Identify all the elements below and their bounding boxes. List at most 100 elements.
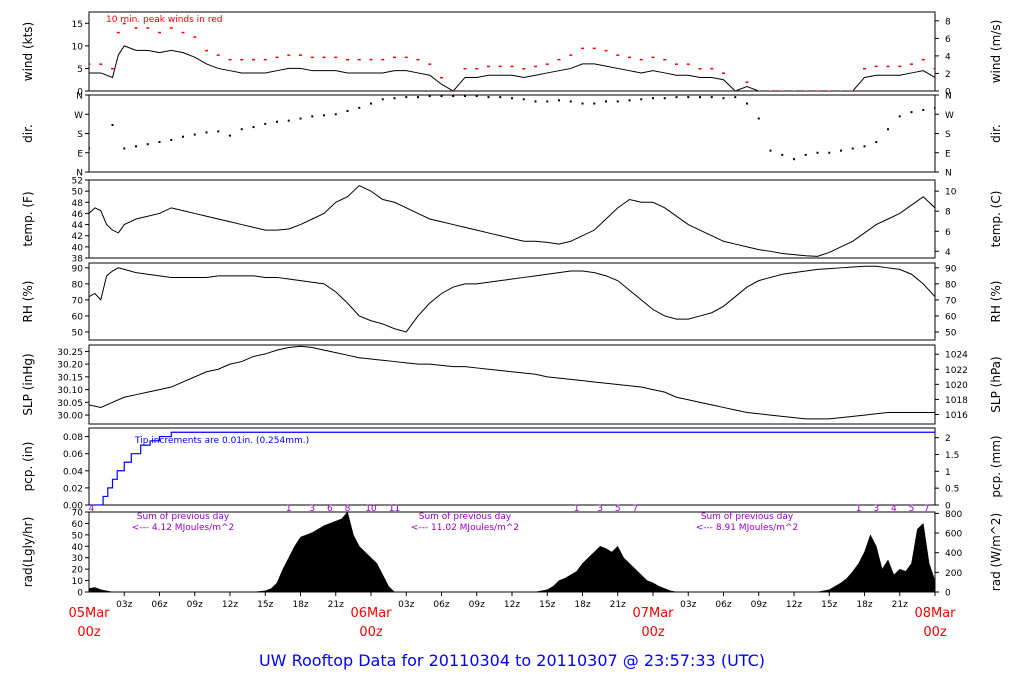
time-tick-label: 15z [257,600,273,610]
wind-peak-mark [522,67,526,70]
wind-peak-mark [487,65,490,68]
right-tick-label-temp: 10 [945,188,957,198]
wind-peak-mark [475,67,479,70]
time-tick-label: 21z [328,600,344,610]
wind-peak-mark [158,31,161,34]
date-label-hour: 00z [923,625,947,640]
wind-peak-mark [933,67,935,70]
dir-point [628,99,631,102]
dir-point [934,106,935,109]
left-tick-label-rad: 60 [72,520,84,530]
dir-point [816,151,819,154]
panel-frame-dir [88,94,936,173]
dir-point [863,145,866,148]
wind-peak-mark [792,90,796,91]
dir-point [734,96,737,99]
date-label-hour: 00z [77,625,101,640]
dir-point [699,96,701,99]
left-tick-label-temp: 48 [72,199,84,209]
right-tick-label-slp: 1022 [945,366,968,376]
left-axis-label-pcp: pcp. (in) [21,442,35,492]
right-axis-label-pcp: pcp. (mm) [989,435,1003,497]
left-tick-label-pcp: 0.06 [63,450,83,460]
wind-peak-mark [698,67,702,70]
time-tick-label: 09z [751,600,767,610]
rad-hour-marker: 7 [633,504,639,514]
wind-peak-mark [428,63,432,65]
left-tick-label-temp: 44 [72,221,84,231]
left-axis-label-rh: RH (%) [21,281,35,323]
wind-peak-mark [99,63,103,65]
dir-point [417,96,419,99]
dir-point [511,97,513,100]
wind-peak-mark [404,56,408,59]
right-tick-label-pcp: 2 [945,434,951,444]
dir-point [170,138,173,141]
wind-peak-mark [722,72,725,74]
dir-point [487,96,490,99]
time-tick-label: 03z [398,600,414,610]
left-tick-label-rad: 0 [77,589,83,599]
rad-hour-marker: 7 [924,504,930,514]
wind-peak-mark [216,54,220,56]
dir-point [89,147,90,150]
wind-peak-mark [240,58,244,61]
wind-peak-mark [310,56,314,59]
wind-peak-mark [357,58,361,61]
rad-hour-marker: 3 [597,504,603,514]
dir-point [381,98,384,101]
dir-point [687,96,690,99]
dir-point [558,99,560,102]
dir-point [123,147,126,150]
date-label-hour: 00z [359,625,383,640]
left-tick-label-rad: 10 [72,577,84,587]
wind-line [89,45,935,91]
dir-point [311,115,314,118]
left-tick-label-pcp: 0.00 [63,502,83,512]
dir-point [464,95,466,98]
dir-point [898,115,901,118]
dir-point [875,141,878,144]
dir-point [158,141,161,144]
wind-peak-mark [275,56,279,59]
right-tick-label-rad: 400 [945,549,962,559]
left-tick-label-slp: 30.25 [57,348,83,358]
wind-peak-mark [228,58,232,61]
right-tick-label-wind: 2 [945,70,951,80]
time-tick-label: 03z [116,600,132,610]
wind-peak-mark [874,65,878,68]
dir-point [264,122,267,125]
right-tick-label-dir: W [945,111,954,121]
rad-hour-marker: 5 [615,504,621,514]
wind-peak-mark [181,31,185,34]
wind-peak-mark [287,54,291,56]
wind-peak-mark [393,56,396,59]
wind-peak-mark [863,67,866,70]
wind-peak-mark [604,49,608,52]
dir-point [146,143,149,146]
dir-point [663,97,666,100]
wind-peak-mark [804,90,808,91]
wind-peak-mark [116,31,120,34]
left-tick-label-rh: 80 [72,280,84,290]
dir-point [922,108,925,111]
right-tick-label-temp: 6 [945,228,951,238]
wind-peak-mark [710,67,714,70]
wind-peak-mark [346,58,349,61]
wind-peak-mark [451,90,455,91]
temp-line [89,184,935,257]
left-tick-label-rad: 70 [72,509,84,519]
panel-frame-slp [88,344,936,425]
right-axis-label-rad: rad (W/m^2) [989,513,1003,591]
wind-peak-mark [675,63,678,65]
left-axis-label-wind: wind (kts) [21,22,35,81]
left-tick-label-slp: 30.20 [57,361,83,371]
rad-hour-marker: 5 [909,504,915,514]
dir-point [217,130,220,133]
wind-peak-mark [651,56,655,59]
dir-point [769,149,772,152]
right-tick-label-rh: 60 [945,312,957,322]
wind-peak-mark [910,63,913,65]
wind-peak-mark [252,58,255,61]
left-tick-label-temp: 50 [72,188,84,198]
